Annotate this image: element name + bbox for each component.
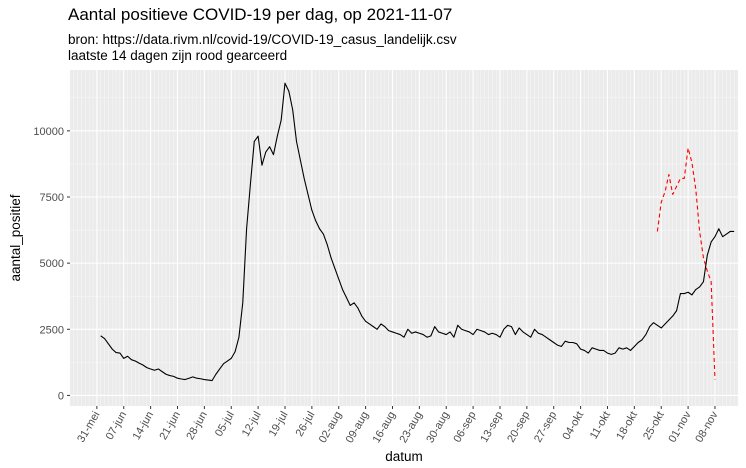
y-tick-label: 2500 [40, 324, 64, 336]
x-tick-label: 12-jul [240, 410, 264, 439]
x-tick-label: 14-jun [131, 410, 157, 442]
series-line-last-14-days [656, 147, 716, 380]
x-tick-label: 19-jul [267, 410, 291, 439]
x-tick-label: 13-sep [478, 410, 505, 445]
x-tick-label: 01-nov [666, 409, 693, 445]
x-tick-label: 07-jun [104, 410, 130, 442]
y-tick-label: 7500 [40, 192, 64, 204]
chart-subtitle-note: laatste 14 dagen zijn rood gearceerd [68, 48, 288, 63]
x-tick-label: 31-mei [75, 410, 102, 445]
x-tick-label: 09-aug [344, 410, 372, 446]
x-tick-label: 06-sep [451, 410, 478, 445]
y-tick-label: 10000 [33, 126, 64, 138]
minor-gridlines [69, 70, 739, 406]
y-tick-label: 0 [58, 390, 64, 402]
x-tick-label: 04-okt [561, 410, 587, 442]
x-tick-label: 08-nov [693, 409, 720, 445]
x-tick-label: 27-sep [532, 410, 559, 445]
x-tick-label: 21-jun [157, 410, 183, 442]
y-axis: 0 2500 5000 7500 10000 [33, 126, 70, 402]
major-gridlines [70, 70, 738, 406]
x-tick-label: 02-aug [317, 410, 345, 446]
x-tick-label: 30-aug [424, 410, 452, 446]
chart-subtitle-source: bron: https://data.rivm.nl/covid-19/COVI… [68, 32, 457, 47]
y-tick-label: 5000 [40, 258, 64, 270]
series-line-positive-cases [100, 82, 735, 382]
x-tick-label: 16-aug [371, 410, 399, 446]
x-axis-title: datum [385, 449, 423, 464]
x-tick-label: 23-aug [397, 410, 425, 446]
x-tick-label: 20-sep [505, 410, 532, 445]
chart-title: Aantal positieve COVID-19 per dag, op 20… [68, 5, 453, 24]
series-layer [100, 82, 735, 382]
x-tick-label: 25-okt [641, 410, 667, 442]
x-tick-label: 26-jul [294, 410, 318, 439]
x-tick-label: 05-jul [213, 410, 237, 439]
x-tick-label: 11-okt [588, 410, 613, 442]
x-tick-label: 18-okt [614, 410, 640, 442]
y-axis-title: aantal_positief [8, 194, 23, 281]
x-axis: 31-mei 07-jun 14-jun 21-jun 28-jun 05-jul 12-j… [75, 406, 721, 445]
x-tick-label: 28-jun [184, 410, 210, 442]
